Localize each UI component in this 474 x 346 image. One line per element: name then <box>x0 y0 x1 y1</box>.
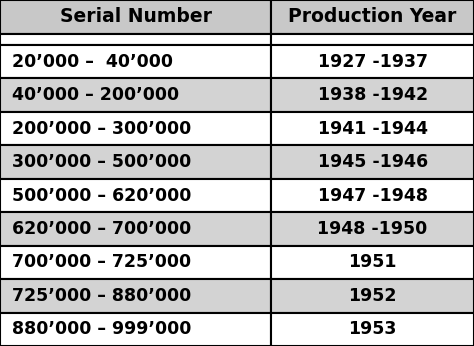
Text: 1938 -1942: 1938 -1942 <box>318 86 428 104</box>
Bar <box>271 179 474 212</box>
Bar <box>0 145 271 179</box>
Bar <box>271 145 474 179</box>
Bar <box>0 179 271 212</box>
Bar <box>0 0 271 34</box>
Text: 1945 -1946: 1945 -1946 <box>318 153 428 171</box>
Text: 1947 -1948: 1947 -1948 <box>318 186 428 204</box>
Text: 620’000 – 700’000: 620’000 – 700’000 <box>12 220 191 238</box>
Text: 1951: 1951 <box>348 253 397 271</box>
Text: 300’000 – 500’000: 300’000 – 500’000 <box>12 153 191 171</box>
Bar <box>271 79 474 112</box>
Bar <box>271 34 474 45</box>
Bar <box>0 279 271 312</box>
Text: 1952: 1952 <box>348 287 397 305</box>
Bar <box>271 0 474 34</box>
Bar <box>0 45 271 79</box>
Text: 1927 -1937: 1927 -1937 <box>318 53 428 71</box>
Bar <box>0 212 271 246</box>
Bar <box>0 34 271 45</box>
Text: 880’000 – 999’000: 880’000 – 999’000 <box>12 320 191 338</box>
Text: 500’000 – 620’000: 500’000 – 620’000 <box>12 186 191 204</box>
Text: 1941 -1944: 1941 -1944 <box>318 120 428 138</box>
Bar <box>271 45 474 79</box>
Text: 725’000 – 880’000: 725’000 – 880’000 <box>12 287 191 305</box>
Text: Production Year: Production Year <box>288 8 457 27</box>
Text: 1948 -1950: 1948 -1950 <box>318 220 428 238</box>
Bar <box>0 79 271 112</box>
Bar <box>271 279 474 312</box>
Bar <box>0 246 271 279</box>
Bar <box>0 312 271 346</box>
Bar <box>271 246 474 279</box>
Bar <box>271 312 474 346</box>
Text: Serial Number: Serial Number <box>60 8 211 27</box>
Bar <box>0 112 271 145</box>
Text: 200’000 – 300’000: 200’000 – 300’000 <box>12 120 191 138</box>
Bar <box>271 112 474 145</box>
Text: 20’000 –  40’000: 20’000 – 40’000 <box>12 53 173 71</box>
Text: 40’000 – 200’000: 40’000 – 200’000 <box>12 86 179 104</box>
Bar <box>271 212 474 246</box>
Text: 1953: 1953 <box>348 320 397 338</box>
Text: 700’000 – 725’000: 700’000 – 725’000 <box>12 253 191 271</box>
